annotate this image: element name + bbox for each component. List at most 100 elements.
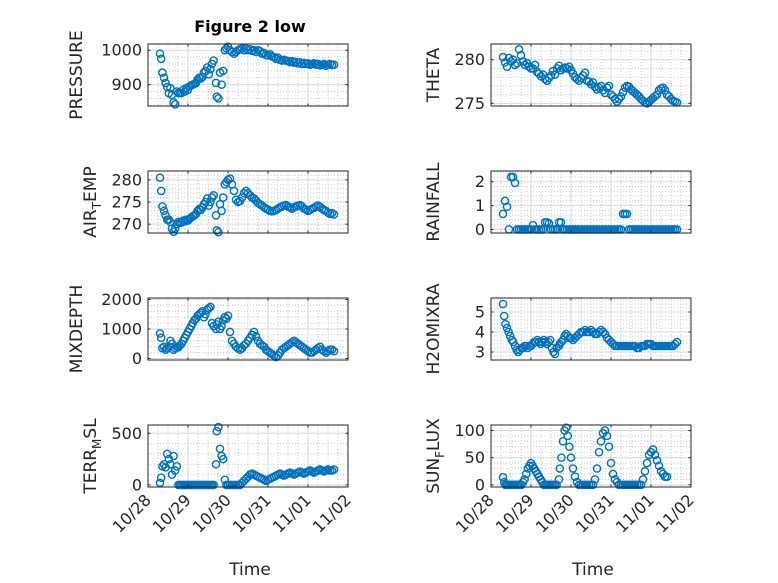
data-point	[502, 62, 512, 71]
data-point	[159, 73, 169, 83]
data-point	[218, 66, 228, 76]
data-point	[520, 475, 529, 484]
panel-rainfall: 0 1 2 RAINFALL	[424, 162, 692, 242]
data-point	[156, 54, 166, 64]
data-point	[327, 208, 337, 218]
y-tick-label: 500	[111, 424, 142, 443]
data-point	[227, 47, 237, 57]
data-point	[521, 469, 531, 479]
data-point	[566, 453, 576, 462]
x-tick-label: 10/31	[229, 490, 275, 536]
data-point	[155, 49, 165, 58]
data-point	[319, 59, 329, 69]
panel-h2omixra: 345 H2OMIXRA	[424, 283, 692, 375]
y-axis-label: SUNFLUX	[424, 418, 447, 494]
data-point	[323, 346, 333, 356]
data-point	[251, 332, 261, 341]
data-point	[638, 475, 648, 484]
data-point	[329, 210, 339, 219]
x-tick-label: 10/31	[572, 490, 618, 536]
data-point	[562, 64, 572, 73]
x-tick-label: 11/02	[309, 490, 355, 536]
y-axis-label: TERRMSL	[81, 418, 104, 495]
data-point	[218, 193, 228, 202]
data-point	[204, 70, 214, 79]
data-point	[558, 437, 568, 446]
data-point	[207, 193, 217, 202]
data-point	[502, 323, 512, 333]
y-tick-label: 3	[475, 343, 485, 362]
data-point	[225, 174, 235, 183]
data-point	[498, 472, 508, 482]
data-point	[504, 327, 513, 337]
data-point	[204, 304, 214, 313]
data-point	[206, 64, 215, 74]
y-tick-label: 280	[454, 50, 485, 69]
data-point	[616, 92, 626, 101]
data-point	[218, 454, 228, 464]
y-axis-label: RAINFALL	[424, 162, 444, 242]
data-point	[588, 480, 598, 490]
data-point	[565, 442, 574, 452]
data-point	[303, 346, 313, 356]
panel-sunflux: 0 50 100 SUNFLUX10/2810/2910/3010/3111/0111…	[424, 418, 698, 537]
data-point	[170, 466, 180, 475]
data-point	[608, 469, 618, 479]
data-point	[557, 453, 566, 462]
data-point	[323, 208, 333, 217]
data-point	[602, 83, 612, 92]
panel-airtemp: 270 275 280 AIRTEMP	[81, 166, 349, 238]
data-point	[225, 327, 235, 337]
data-point	[642, 458, 652, 468]
data-point	[329, 60, 339, 69]
axes-box	[490, 43, 692, 107]
y-tick-label: 0	[132, 475, 142, 494]
y-tick-label: 275	[111, 193, 142, 212]
x-tick-label: 11/01	[612, 490, 658, 536]
data-point	[206, 302, 215, 312]
data-point	[301, 205, 311, 214]
data-point	[498, 52, 508, 62]
data-point	[159, 206, 169, 216]
series-mixdepth	[155, 302, 339, 362]
data-point	[285, 203, 295, 212]
data-point	[537, 337, 547, 347]
data-point	[319, 346, 329, 356]
data-point	[212, 426, 222, 436]
data-point	[600, 426, 610, 435]
data-point	[313, 59, 323, 69]
y-tick-label: 900	[111, 75, 142, 94]
axes-box	[147, 43, 349, 107]
data-point	[648, 445, 658, 454]
data-point	[509, 337, 518, 347]
x-tick-label: 10/29	[492, 490, 538, 536]
y-tick-label: 100	[454, 421, 485, 440]
data-point	[604, 442, 614, 452]
data-point	[211, 78, 221, 88]
y-tick-label: 1	[475, 196, 485, 215]
x-tick-label: 10/28	[452, 490, 498, 536]
data-point	[212, 92, 222, 101]
data-point	[590, 475, 600, 484]
data-point	[156, 186, 166, 196]
data-point	[550, 349, 560, 359]
series-terrmsl	[155, 422, 339, 490]
y-tick-label: 1000	[101, 41, 142, 60]
series-theta	[498, 44, 682, 108]
data-point	[640, 466, 650, 476]
data-point	[600, 88, 610, 98]
data-point	[287, 337, 297, 347]
x-tick-label: 10/30	[532, 490, 578, 536]
data-point	[545, 335, 555, 345]
y-tick-label: 275	[454, 94, 485, 113]
y-axis-label: THETA	[424, 47, 444, 103]
y-tick-label: 0	[475, 220, 485, 239]
data-point	[251, 47, 261, 57]
data-point	[580, 68, 590, 78]
axes-box	[147, 424, 349, 488]
data-point	[588, 78, 598, 87]
y-tick-label: 2000	[101, 290, 142, 309]
data-point	[580, 325, 590, 335]
data-point	[654, 461, 664, 471]
axes-box	[490, 424, 692, 488]
